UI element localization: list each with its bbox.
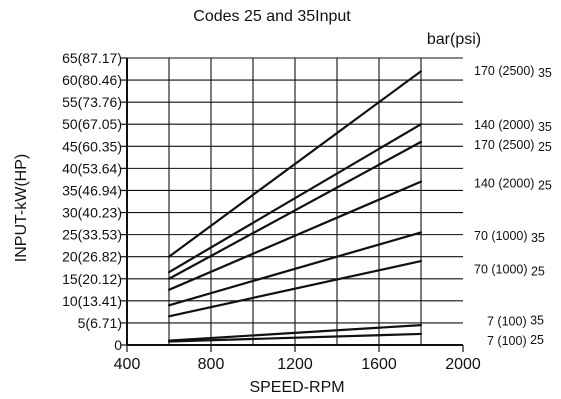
right-series-label-main-2: 140 (2000) [474,118,538,132]
x-tick-label-2: 800 [198,356,225,373]
right-unit-label: bar(psi) [427,31,481,48]
series-line-4 [167,180,423,291]
y-tick-label-2: 5(6.71) [78,315,122,331]
y-tick-label-4: 15(20.12) [62,271,122,287]
right-series-label-main-3: 170 (2500) [474,138,538,152]
right-series-label-8: 7 (100) 25 [487,333,544,348]
y-tick-label-10: 45(60.35) [62,138,122,154]
series-line-5 [167,231,423,307]
right-series-label-sub-2: 35 [538,120,552,134]
plot-group: 400 800 1200 1600 2000 0 5(6.71) 10(13.41) 15(20… [62,50,552,373]
right-series-label-main-8: 7 (100) [487,334,530,348]
right-series-label-4: 140 (2000) 25 [474,177,552,193]
right-series-label-5: 70 (1000) 35 [474,229,545,245]
right-series-label-sub-6: 25 [531,265,545,279]
x-tick-label-1: 400 [114,356,141,373]
y-tick-label-9: 40(53.64) [62,160,122,176]
right-series-label-main-6: 70 (1000) [474,263,531,277]
right-series-label-main-5: 70 (1000) [474,229,531,243]
y-tick-label-6: 25(33.53) [62,227,122,243]
series-line-2 [167,123,423,274]
series-group [167,70,423,343]
series-line-8 [167,332,423,343]
y-tick-label-3: 10(13.41) [62,293,122,309]
tick-label-group: 400 800 1200 1600 2000 0 5(6.71) 10(13.41) 15(20… [62,50,481,373]
y-tick-label-8: 35(46.94) [62,182,122,198]
series-line-7 [167,324,423,342]
y-tick-label-13: 60(80.46) [62,72,122,88]
x-axis-label: SPEED-RPM [249,379,344,396]
y-tick-label-1: 0 [114,337,122,353]
series-line-1 [167,70,423,258]
axis-group [121,57,464,352]
y-tick-label-14: 65(87.17) [62,50,122,66]
right-series-label-main-4: 140 (2000) [474,177,538,191]
right-series-label-sub-7: 35 [530,314,544,328]
right-series-label-7: 7 (100) 35 [487,314,544,329]
right-series-label-sub-5: 35 [531,231,545,245]
chart-title: Codes 25 and 35Input [193,8,351,25]
y-tick-label-11: 50(67.05) [62,116,122,132]
right-series-label-sub-3: 25 [538,140,552,154]
x-tick-label-5: 2000 [445,356,481,373]
y-tick-label-5: 20(26.82) [62,249,122,265]
y-tick-label-7: 30(40.23) [62,205,122,221]
right-series-label-sub-4: 25 [538,179,552,193]
right-series-label-main-7: 7 (100) [487,315,530,329]
right-series-label-sub-8: 25 [530,333,544,347]
series-line-3 [167,140,423,280]
right-series-label-6: 70 (1000) 25 [474,263,545,279]
right-series-label-main-1: 170 (2500) [474,64,538,78]
right-series-label-sub-1: 35 [538,66,552,80]
y-tick-label-12: 55(73.76) [62,94,122,110]
right-series-label-1: 170 (2500) 35 [474,64,552,80]
x-tick-label-3: 1200 [277,356,313,373]
grid-group [127,57,463,345]
y-axis-label: INPUT-kW(HP) [13,154,30,262]
series-line-6 [167,260,423,318]
right-series-label-3: 170 (2500) 25 [474,138,552,154]
x-tick-label-4: 1600 [361,356,397,373]
right-series-label-2: 140 (2000) 35 [474,118,552,134]
